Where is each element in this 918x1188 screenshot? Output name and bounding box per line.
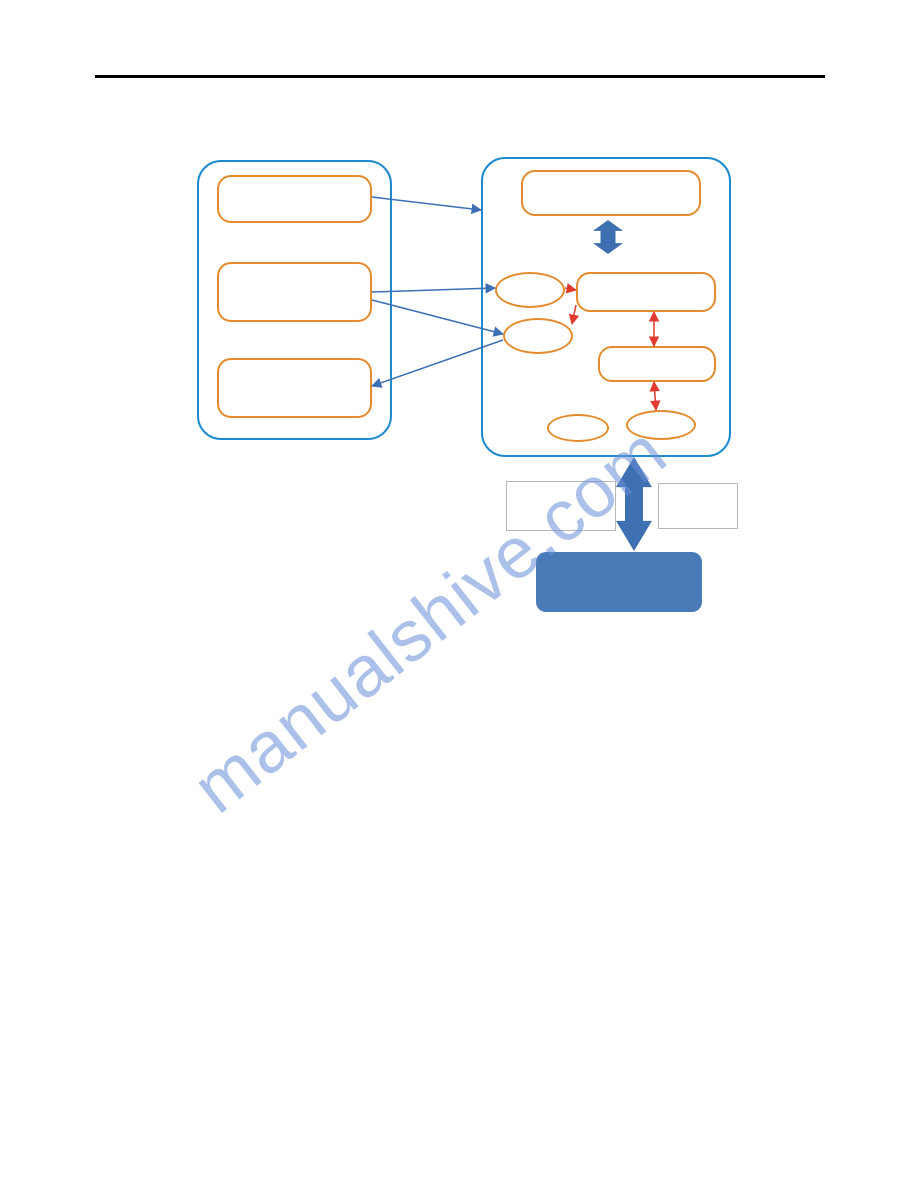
ellipse-upper bbox=[495, 272, 565, 308]
top-divider bbox=[95, 75, 825, 78]
ellipse-lower bbox=[503, 318, 573, 354]
right-top-box bbox=[521, 170, 701, 216]
bottom-rect-left bbox=[506, 481, 616, 531]
right-mid-box bbox=[576, 272, 716, 312]
thick-lower-icon bbox=[616, 457, 652, 551]
left-box-2 bbox=[217, 262, 372, 322]
left-box-1 bbox=[217, 175, 372, 223]
watermark-text: manualshive.com bbox=[178, 411, 682, 830]
left-box-3 bbox=[217, 358, 372, 418]
ellipse-small-left bbox=[547, 414, 609, 442]
right-low-box bbox=[598, 346, 716, 382]
solid-box bbox=[536, 552, 702, 612]
bottom-rect-right bbox=[658, 483, 738, 529]
arrows-layer bbox=[0, 0, 918, 1188]
ellipse-small-right bbox=[626, 410, 696, 440]
page: manualshive.com bbox=[0, 0, 918, 1188]
